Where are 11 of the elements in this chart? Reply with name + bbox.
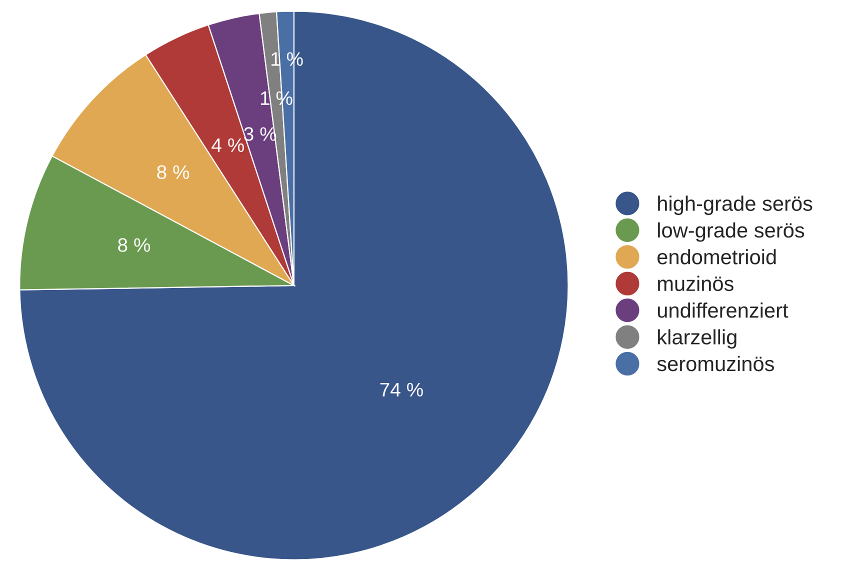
legend-label: low-grade serös <box>658 222 804 242</box>
legend-label: seromuzinös <box>657 356 774 372</box>
data-label: 8 % <box>118 238 150 252</box>
legend-label: high-grade serös <box>658 196 812 216</box>
legend-label: undifferenziert <box>658 302 788 318</box>
data-label: 4 % <box>212 138 244 152</box>
legend-label: muzinös <box>658 276 734 292</box>
data-label: 8 % <box>157 165 190 180</box>
legend-label: klarzellig <box>658 329 736 349</box>
data-label: 74 % <box>380 382 423 396</box>
legend-label: endometrioid <box>658 249 776 264</box>
